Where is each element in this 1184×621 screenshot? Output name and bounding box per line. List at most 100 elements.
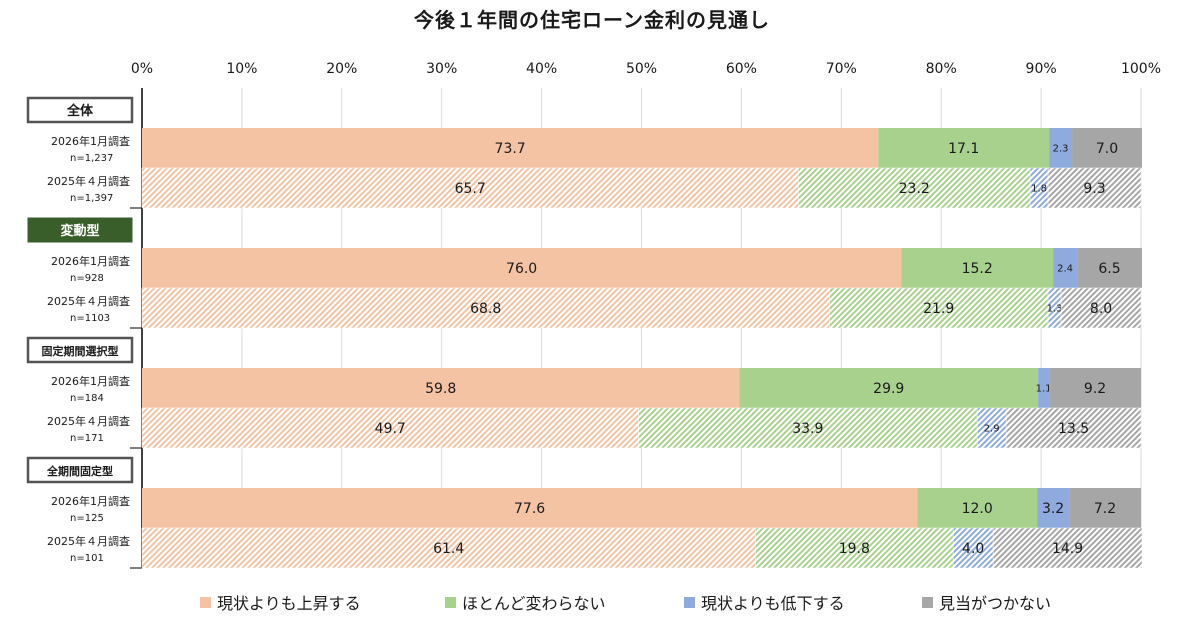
data-label: 3.2 [1042, 501, 1064, 517]
row-sample-size: n=184 [70, 393, 104, 404]
bar-segment [141, 167, 799, 209]
data-label: 7.0 [1096, 141, 1118, 157]
data-label: 76.0 [506, 261, 537, 277]
legend-label-fall: 現状よりも低下する [701, 594, 845, 613]
group-label-box [27, 217, 133, 243]
row-sample-size: n=1103 [70, 313, 110, 324]
group-label: 変動型 [60, 223, 99, 239]
row-sample-size: n=1,397 [70, 193, 113, 204]
bar-segment [141, 407, 639, 449]
legend-item-unchanged: ほとんど変わらない [445, 590, 606, 614]
bar-segment [1053, 248, 1078, 288]
row-sample-size: n=928 [70, 273, 104, 284]
x-tick-label: 30% [426, 61, 457, 77]
bar-segment [1037, 488, 1070, 528]
row-label: 2025年４月調査 [47, 534, 130, 548]
bar-segment [1049, 368, 1141, 408]
group-label-box [26, 336, 134, 364]
bar-segment [1038, 368, 1050, 408]
row-label: 2026年1月調査 [51, 374, 130, 388]
bar-segment [1060, 287, 1142, 329]
legend-swatch-fall [684, 596, 695, 608]
bar-segment [142, 128, 879, 168]
x-tick-label: 20% [326, 61, 357, 77]
x-tick-label: 10% [226, 61, 257, 77]
row-label: 2025年４月調査 [47, 174, 130, 188]
data-label: 77.6 [514, 501, 545, 517]
x-tick-label: 50% [626, 61, 657, 77]
data-label: 14.9 [1052, 541, 1083, 557]
bar-segment [142, 488, 918, 528]
legend-item-fall: 現状よりも低下する [684, 590, 845, 614]
data-label: 1.1 [1036, 384, 1052, 395]
group-label: 固定期間選択型 [42, 344, 119, 358]
bar-segment [917, 488, 1038, 528]
data-label: 9.3 [1083, 181, 1105, 197]
bar-segment [141, 287, 830, 329]
data-label: 73.7 [495, 141, 526, 157]
x-tick-label: 90% [1026, 61, 1057, 77]
row-label: 2025年４月調査 [47, 414, 130, 428]
bar-segment [992, 527, 1143, 569]
data-label: 33.9 [792, 421, 823, 437]
group-label-box [26, 456, 134, 484]
x-tick-label: 0% [131, 61, 153, 77]
data-label: 4.0 [962, 541, 984, 557]
data-label: 9.2 [1084, 381, 1106, 397]
bar-segment [1069, 488, 1141, 528]
bar-segment [1072, 128, 1142, 168]
data-label: 7.2 [1094, 501, 1116, 517]
bar-segment [1077, 248, 1142, 288]
row-label: 2026年1月調査 [51, 494, 130, 508]
x-tick-label: 70% [826, 61, 857, 77]
data-label: 2.9 [984, 424, 1000, 435]
bar-segment [638, 407, 978, 449]
bar-segment [141, 527, 756, 569]
data-label: 6.5 [1098, 261, 1120, 277]
data-label: 23.2 [899, 181, 930, 197]
data-label: 61.4 [433, 541, 464, 557]
data-label: 21.9 [923, 301, 954, 317]
row-sample-size: n=101 [70, 553, 104, 564]
data-label: 68.8 [470, 301, 501, 317]
group-label: 全期間固定型 [46, 464, 113, 478]
bar-segment [1047, 167, 1142, 209]
bar-segment [878, 128, 1050, 168]
data-label: 59.8 [425, 381, 456, 397]
legend-label-rise: 現状よりも上昇する [217, 594, 361, 613]
data-label: 13.5 [1058, 421, 1089, 437]
bar-segment [1005, 407, 1142, 449]
group-label-box [26, 96, 134, 124]
legend-item-rise: 現状よりも上昇する [200, 590, 361, 614]
bar-segment [739, 368, 1039, 408]
data-label: 2.3 [1053, 144, 1069, 155]
legend-label-unknown: 見当がつかない [939, 594, 1052, 613]
data-label: 1.8 [1031, 184, 1047, 195]
data-label: 8.0 [1090, 301, 1112, 317]
row-label: 2025年４月調査 [47, 294, 130, 308]
bar-segment [952, 527, 994, 569]
x-tick-label: 80% [926, 61, 957, 77]
x-tick-label: 100% [1121, 61, 1161, 77]
row-label: 2026年1月調査 [51, 254, 130, 268]
data-label: 15.2 [962, 261, 993, 277]
bar-segment [829, 287, 1049, 329]
legend-swatch-rise [200, 596, 211, 608]
bar-segment [976, 407, 1007, 449]
data-label: 1.3 [1047, 304, 1063, 315]
row-label: 2026年1月調査 [51, 134, 130, 148]
bar-segment [142, 248, 902, 288]
chart-legend: 現状よりも上昇する ほとんど変わらない 現状よりも低下する 見当がつかない [0, 590, 1184, 616]
data-label: 29.9 [873, 381, 904, 397]
x-tick-label: 40% [526, 61, 557, 77]
row-sample-size: n=1,237 [70, 153, 113, 164]
legend-swatch-unchanged [445, 596, 456, 608]
group-label: 全体 [66, 103, 94, 119]
row-sample-size: n=171 [70, 433, 104, 444]
x-tick-label: 60% [726, 61, 757, 77]
legend-swatch-unknown [922, 596, 933, 608]
chart-title: 今後１年間の住宅ローン金利の見通し [414, 8, 770, 32]
data-label: 2.4 [1057, 264, 1073, 275]
data-label: 65.7 [455, 181, 486, 197]
